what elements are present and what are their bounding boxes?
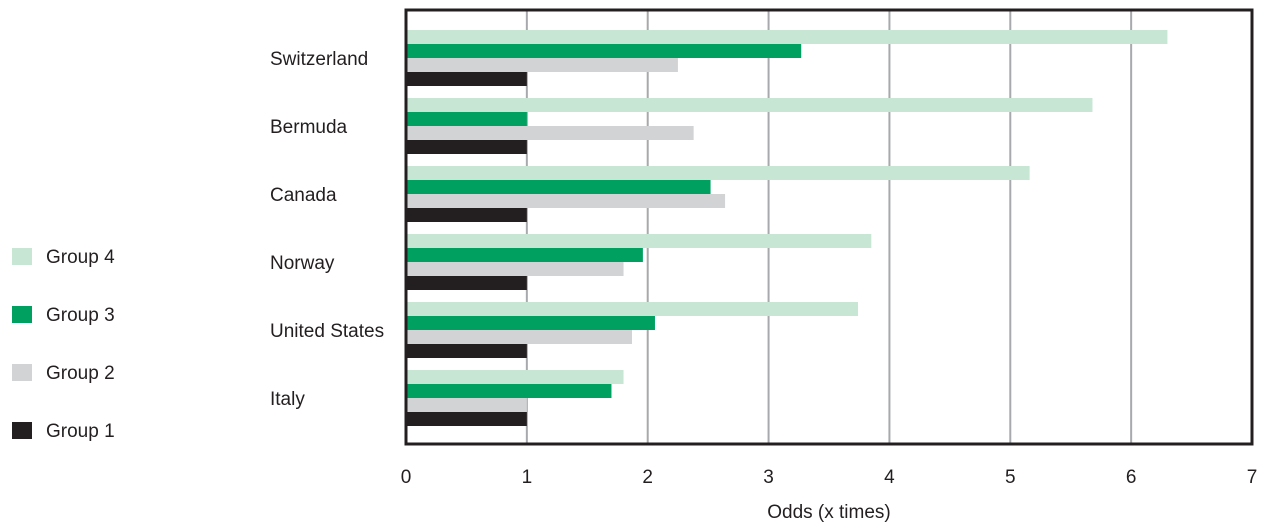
category-label: Italy (270, 389, 305, 410)
legend-swatch-group-3 (12, 306, 32, 323)
category-label: Bermuda (270, 117, 348, 138)
bar-norway-group-3 (406, 248, 643, 262)
bar-canada-group-1 (406, 208, 527, 222)
bar-italy-group-3 (406, 384, 612, 398)
x-tick-labels: 0 1 2 3 4 5 6 7 (401, 467, 1258, 488)
x-tick-label: 2 (642, 467, 653, 488)
bar-italy-group-2 (406, 398, 527, 412)
category-label: United States (270, 321, 384, 342)
bar-norway-group-4 (406, 234, 872, 248)
x-tick-label: 3 (763, 467, 774, 488)
bar-canada-group-2 (406, 194, 726, 208)
bar-canada-group-3 (406, 180, 711, 194)
legend-label-group-4: Group 4 (46, 247, 115, 268)
x-tick-label: 0 (401, 467, 412, 488)
legend: Group 4 Group 3 Group 2 Group 1 (12, 247, 115, 442)
bar-switzerland-group-4 (406, 30, 1168, 44)
bar-bermuda-group-4 (406, 98, 1093, 112)
bar-norway-group-1 (406, 276, 527, 290)
x-tick-label: 6 (1126, 467, 1137, 488)
bar-switzerland-group-3 (406, 44, 802, 58)
bar-bermuda-group-3 (406, 112, 527, 126)
bar-bermuda-group-1 (406, 140, 527, 154)
category-label: Norway (270, 253, 335, 274)
x-tick-label: 1 (522, 467, 533, 488)
bars (406, 30, 1168, 426)
bar-canada-group-4 (406, 166, 1030, 180)
bar-italy-group-1 (406, 412, 527, 426)
bar-united-states-group-3 (406, 316, 655, 330)
legend-swatch-group-2 (12, 364, 32, 381)
bar-united-states-group-4 (406, 302, 859, 316)
legend-label-group-3: Group 3 (46, 305, 115, 326)
category-label: Switzerland (270, 49, 368, 70)
x-tick-label: 4 (884, 467, 895, 488)
category-labels: Switzerland Bermuda Canada Norway United Sta… (270, 49, 384, 410)
legend-label-group-1: Group 1 (46, 421, 115, 442)
plot-frame (404, 8, 1254, 446)
x-tick-label: 5 (1005, 467, 1016, 488)
bar-united-states-group-1 (406, 344, 527, 358)
bar-united-states-group-2 (406, 330, 633, 344)
x-tick-label: 7 (1247, 467, 1258, 488)
legend-swatch-group-4 (12, 248, 32, 265)
bar-italy-group-4 (406, 370, 624, 384)
legend-swatch-group-1 (12, 422, 32, 439)
bar-switzerland-group-1 (406, 72, 527, 86)
bar-bermuda-group-2 (406, 126, 694, 140)
legend-label-group-2: Group 2 (46, 363, 115, 384)
bar-switzerland-group-2 (406, 58, 678, 72)
category-label: Canada (270, 185, 337, 206)
x-axis-title: Odds (x times) (767, 502, 891, 523)
bar-norway-group-2 (406, 262, 624, 276)
